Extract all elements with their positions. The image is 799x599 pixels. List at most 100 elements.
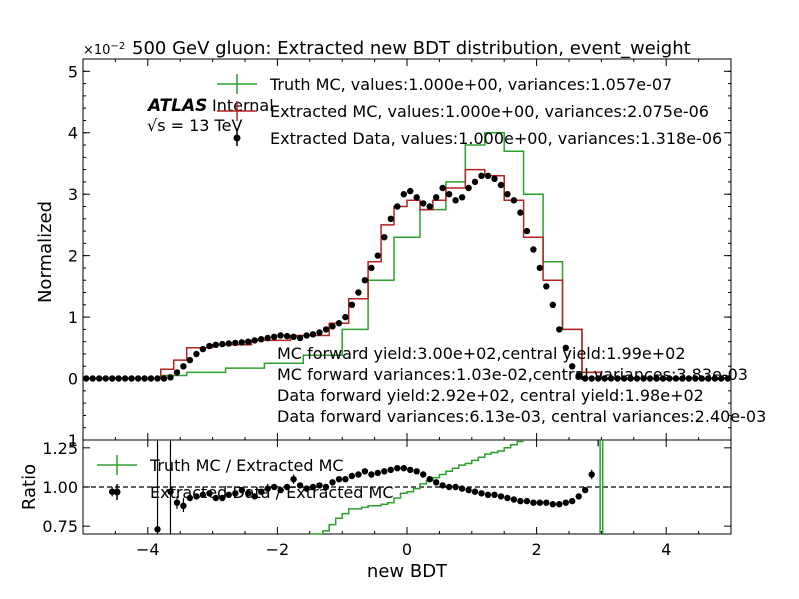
data-point-extracted (303, 332, 310, 339)
data-point-extracted (595, 375, 602, 382)
ratio-y-tick-label: 1.00 (42, 478, 78, 497)
data-point-extracted (672, 375, 680, 382)
ratio-data-point (381, 468, 388, 475)
ratio-data-point (471, 488, 479, 495)
data-point-extracted (685, 375, 693, 382)
ratio-data-point (296, 482, 304, 489)
ratio-data-point (348, 472, 356, 480)
ratio-data-point (316, 482, 323, 489)
ratio-data-point (517, 497, 524, 505)
data-point-extracted (582, 375, 589, 382)
ratio-data-point (245, 490, 252, 497)
data-point-extracted (115, 375, 122, 382)
ratio-data-point (212, 494, 219, 502)
ratio-data-point (238, 486, 245, 494)
legend-entry-extracted-data: Extracted Data, values:1.000e+00, varian… (233, 129, 722, 148)
data-point-extracted (536, 264, 543, 272)
data-point-extracted (407, 187, 414, 195)
data-point-extracted (517, 209, 524, 216)
data-point-extracted (206, 342, 213, 350)
data-point-extracted (290, 333, 297, 340)
series-line-truth-mc (83, 131, 731, 380)
data-point-extracted (89, 375, 96, 382)
main-y-tick-label: 3 (68, 185, 78, 204)
data-point-extracted (186, 356, 194, 364)
ratio-plot-area: −4 −2 0 2 4 0.75 1.00 1.25 (42, 439, 732, 559)
data-point-extracted (705, 375, 712, 382)
data-point-extracted (264, 334, 271, 342)
data-point-extracted (277, 332, 284, 339)
data-point-extracted (316, 329, 323, 336)
legend-label-data: Extracted Data, values:1.000e+00, varian… (270, 129, 722, 148)
ratio-data-point (426, 476, 433, 483)
data-point-extracted (679, 375, 686, 382)
legend-label-extracted: Extracted MC, values:1.000e+00, variance… (270, 102, 709, 121)
x-axis-label: new BDT (367, 561, 448, 582)
x-tick-label: 2 (532, 540, 542, 559)
ratio-data-point (206, 490, 213, 497)
ratio-y-tick-label: 1.25 (42, 439, 78, 458)
data-point-extracted (420, 200, 427, 207)
data-point-extracted (653, 375, 660, 382)
yield-annotations: MC forward yield:3.00e+02,central yield:… (277, 344, 766, 426)
ratio-data-point (219, 494, 226, 502)
data-point-extracted (342, 313, 349, 321)
data-point-extracted (394, 203, 401, 210)
ratio-data-point (368, 471, 375, 478)
data-point-extracted (173, 369, 181, 376)
ratio-data-point (433, 479, 440, 486)
data-point-extracted (361, 277, 369, 284)
data-point-extracted (147, 375, 155, 382)
ratio-data-point (569, 497, 576, 505)
data-point-extracted (193, 350, 200, 358)
ratio-data-point (283, 483, 291, 491)
ratio-data-point (251, 493, 258, 500)
data-point-extracted (484, 172, 492, 179)
data-point-extracted (219, 340, 226, 348)
ratio-data-point (329, 479, 336, 486)
ratio-data-point (258, 488, 265, 495)
data-point-extracted (601, 375, 608, 382)
data-point-extracted (212, 341, 219, 348)
data-point-extracted (180, 363, 187, 370)
ratio-data-point (322, 483, 330, 491)
legend-entry-truth-mc: Truth MC, values:1.000e+00, variances:1.… (217, 74, 672, 94)
ratio-data-point (452, 483, 459, 491)
ratio-data-point (523, 497, 531, 505)
data-point-extracted (426, 203, 433, 210)
ratio-data-point (420, 471, 427, 478)
ratio-data-point (407, 466, 414, 473)
ratio-y-tick-label: 0.75 (42, 517, 78, 536)
annotation-mc-yield: MC forward yield:3.00e+02,central yield:… (277, 344, 686, 363)
data-point-extracted (271, 333, 278, 340)
ratio-data-point (484, 491, 492, 498)
data-point-extracted (458, 194, 466, 201)
data-point-extracted (491, 175, 498, 182)
legend-label-truth: Truth MC, values:1.000e+00, variances:1.… (269, 75, 672, 94)
data-point-extracted (225, 340, 232, 347)
data-point-extracted (283, 332, 291, 340)
ratio-data-point (193, 493, 200, 500)
data-point-extracted (296, 334, 304, 342)
data-point-extracted (83, 375, 90, 382)
data-point-extracted (96, 375, 103, 382)
main-y-tick-label: 0 (68, 370, 78, 389)
data-point-extracted (724, 375, 731, 382)
data-point-extracted (154, 375, 161, 382)
main-y-tick-label: 2 (68, 247, 78, 266)
data-point-extracted (549, 301, 556, 308)
ratio-data-point (549, 501, 556, 508)
ratio-data-point (355, 471, 362, 478)
ratio-data-point (413, 468, 420, 475)
data-point-extracted (543, 283, 550, 290)
ratio-data-point (361, 468, 369, 475)
main-series-group (83, 131, 731, 382)
data-point-extracted (718, 375, 725, 382)
data-point-extracted (588, 375, 595, 382)
data-point-extracted (355, 289, 362, 296)
data-point-extracted (160, 375, 168, 382)
data-point-extracted (666, 375, 673, 382)
data-point-extracted (102, 375, 109, 382)
ratio-data-point (277, 486, 284, 494)
data-point-extracted (614, 375, 621, 382)
